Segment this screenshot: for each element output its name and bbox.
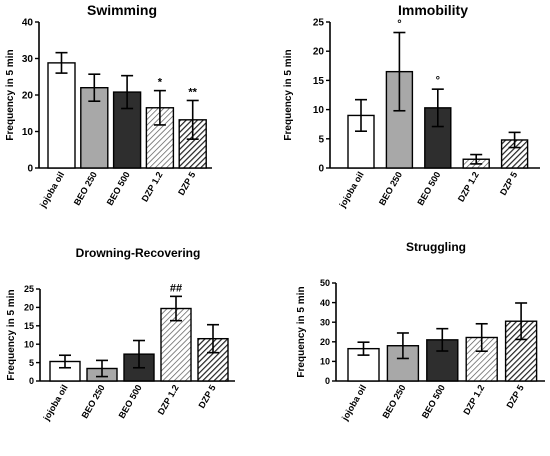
chart-title: Swimming (87, 2, 157, 18)
category-label: BEO 500 (117, 383, 144, 420)
y-axis-label: Frequency in 5 min (283, 49, 294, 140)
y-tick-label: 10 (313, 105, 325, 116)
significance-mark: ° (397, 19, 401, 31)
y-tick-label: 0 (318, 164, 324, 175)
y-tick-label: 15 (24, 321, 34, 331)
y-tick-label: 10 (22, 127, 34, 138)
y-tick-label: 20 (320, 337, 330, 347)
y-tick-label: 0 (27, 164, 33, 175)
category-label: DZP 5 (176, 170, 197, 197)
y-axis-label: Frequency in 5 min (296, 286, 307, 377)
y-tick-label: 5 (318, 134, 324, 145)
y-tick-label: 25 (24, 284, 34, 294)
y-tick-label: 20 (24, 303, 34, 313)
bar (160, 307, 192, 382)
category-label: DZP 1.2 (140, 170, 165, 203)
category-label: DZP 1.2 (156, 383, 181, 416)
y-axis-label: Frequency in 5 min (6, 289, 17, 380)
significance-mark: ## (170, 282, 182, 294)
y-tick-label: 30 (320, 317, 330, 327)
category-label: jojoba oil (37, 170, 66, 210)
category-label: BEO 250 (377, 170, 404, 207)
y-tick-label: 20 (22, 91, 34, 102)
category-label: BEO 500 (420, 383, 447, 420)
y-axis-label: Frequency in 5 min (5, 49, 16, 140)
category-label: BEO 500 (415, 170, 442, 207)
chart-title: Struggling (406, 240, 466, 254)
significance-mark: * (158, 77, 163, 89)
category-label: BEO 250 (72, 170, 99, 207)
category-label: DZP 5 (504, 383, 525, 410)
y-tick-label: 0 (29, 376, 34, 386)
y-tick-label: 15 (313, 76, 325, 87)
chart-panel-3: Drowning-Recovering Frequency in 5 min 0 5 1… (6, 246, 235, 423)
category-label: DZP 5 (498, 170, 519, 197)
category-label: jojoba oil (337, 170, 366, 210)
bar (47, 62, 76, 169)
y-tick-label: 25 (313, 18, 325, 29)
significance-mark: ** (188, 86, 197, 98)
category-label: BEO 250 (80, 383, 107, 420)
y-tick-label: 20 (313, 47, 325, 58)
category-label: DZP 5 (196, 383, 217, 410)
y-tick-label: 40 (320, 298, 330, 308)
y-tick-label: 10 (24, 339, 34, 349)
chart-panel-2: Immobility Frequency in 5 min 0 5 10 15 20 25 jo… (283, 2, 540, 210)
category-label: DZP 1.2 (456, 170, 481, 203)
bar (145, 107, 175, 169)
y-tick-label: 40 (22, 18, 34, 29)
category-label: jojoba oil (339, 383, 368, 423)
chart-panel-4: Struggling Frequency in 5 min 0 10 20 30 40 50 j… (296, 240, 545, 423)
category-label: jojoba oil (41, 383, 70, 423)
y-tick-label: 5 (29, 358, 34, 368)
y-tick-label: 50 (320, 278, 330, 288)
chart-title: Immobility (398, 2, 468, 18)
y-tick-label: 0 (325, 376, 330, 386)
chart-panel-1: Swimming Frequency in 5 min 0 10 20 30 40 jojob… (5, 2, 212, 210)
significance-mark: ° (436, 75, 440, 87)
category-label: DZP 1.2 (461, 383, 486, 416)
chart-title: Drowning-Recovering (76, 246, 201, 260)
y-tick-label: 30 (22, 54, 34, 65)
category-label: BEO 500 (105, 170, 132, 207)
y-tick-label: 10 (320, 357, 330, 367)
category-label: BEO 250 (380, 383, 407, 420)
